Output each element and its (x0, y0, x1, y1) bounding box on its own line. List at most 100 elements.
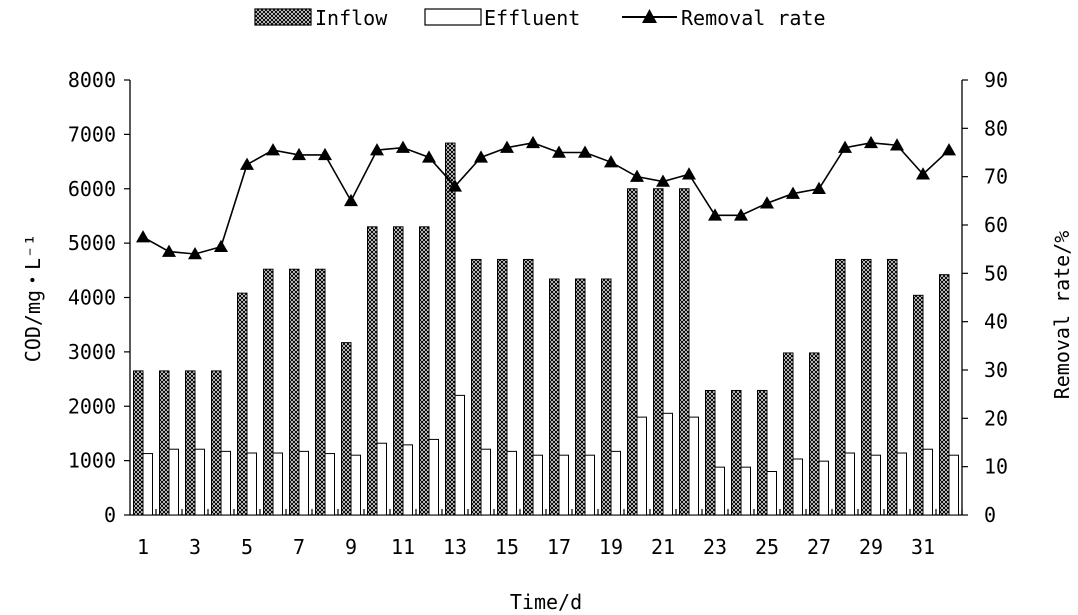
effluent-bar (454, 394, 465, 516)
removal-rate-point (266, 143, 280, 156)
effluent-bar (272, 452, 283, 516)
inflow-bar (887, 258, 898, 516)
effluent-bar (480, 448, 491, 516)
left-y-ticks: 0 1000 2000 3000 4000 5000 6000 7000 8000 (68, 68, 130, 527)
removal-rate-point (396, 140, 410, 153)
right-y-tick-label: 70 (984, 165, 1008, 189)
effluent-bar (714, 466, 725, 516)
inflow-bar (237, 292, 248, 516)
effluent-bar (922, 448, 933, 516)
x-axis-title: Time/d (510, 590, 582, 614)
inflow-bar (185, 370, 196, 516)
inflow-bar (913, 294, 924, 516)
removal-rate-series (136, 135, 956, 260)
x-tick-label: 1 (137, 535, 149, 559)
removal-rate-point (916, 167, 930, 180)
right-y-tick-label: 40 (984, 310, 1008, 334)
removal-rate-point (838, 140, 852, 153)
inflow-bar (289, 268, 300, 516)
inflow-bar (133, 370, 144, 516)
effluent-bar (376, 442, 387, 516)
x-tick-label: 27 (807, 535, 831, 559)
removal-rate-point (188, 247, 202, 260)
inflow-bar (315, 268, 326, 516)
left-y-tick-label: 3000 (68, 340, 116, 364)
inflow-bar (731, 389, 742, 516)
effluent-bar (818, 460, 829, 516)
inflow-bar (757, 389, 768, 516)
inflow-bar (861, 258, 872, 516)
removal-rate-point (552, 145, 566, 158)
effluent-bar (324, 453, 335, 516)
effluent-bar (610, 450, 621, 516)
inflow-bar (627, 188, 638, 516)
inflow-bar (367, 226, 378, 516)
removal-rate-point (760, 196, 774, 209)
right-y-tick-label: 60 (984, 213, 1008, 237)
effluent-bar (168, 448, 179, 516)
effluent-bar (740, 466, 751, 516)
removal-rate-point (786, 186, 800, 199)
effluent-bar (584, 454, 595, 516)
removal-rate-point (448, 179, 462, 192)
right-y-tick-label: 90 (984, 68, 1008, 92)
effluent-bar (194, 448, 205, 516)
effluent-bar (246, 452, 257, 516)
effluent-bar (220, 450, 231, 516)
x-tick-label: 21 (651, 535, 675, 559)
inflow-bar (263, 268, 274, 516)
removal-rate-point (240, 157, 254, 170)
inflow-bar (393, 226, 404, 516)
x-tick-label: 25 (755, 535, 779, 559)
x-tick-label: 29 (859, 535, 883, 559)
removal-rate-point (214, 239, 228, 252)
x-tick-label: 5 (241, 535, 253, 559)
effluent-bar (636, 416, 647, 516)
x-tick-label: 23 (703, 535, 727, 559)
removal-rate-point (734, 208, 748, 221)
inflow-bar (809, 352, 820, 516)
removal-rate-point (604, 155, 618, 168)
inflow-bar (211, 370, 222, 516)
removal-rate-point (344, 193, 358, 207)
effluent-bar (142, 453, 153, 516)
legend-swatch-effluent (424, 8, 482, 26)
right-y-tick-label: 30 (984, 358, 1008, 382)
removal-rate-point (942, 143, 956, 156)
right-y-axis-title: Removal rate/% (1050, 231, 1074, 400)
inflow-bar (497, 258, 508, 516)
inflow-bar (445, 142, 456, 516)
left-y-tick-label: 6000 (68, 177, 116, 201)
left-y-tick-label: 8000 (68, 68, 116, 92)
effluent-bar (870, 454, 881, 516)
right-y-ticks: 0 10 20 30 40 50 60 70 80 90 (962, 68, 1008, 527)
inflow-bar (523, 258, 534, 516)
effluent-bar (792, 458, 803, 516)
removal-rate-point (656, 174, 670, 187)
x-tick-label: 17 (547, 535, 571, 559)
inflow-bar (939, 274, 950, 516)
effluent-bar (688, 416, 699, 516)
left-y-tick-label: 4000 (68, 286, 116, 310)
inflow-bar (419, 226, 430, 516)
legend: Inflow Effluent Removal rate (254, 6, 826, 30)
effluent-bar (662, 412, 673, 516)
inflow-bar (341, 342, 352, 516)
x-tick-label: 3 (189, 535, 201, 559)
effluent-bar (350, 454, 361, 516)
removal-rate-point (890, 138, 904, 151)
left-y-tick-label: 5000 (68, 231, 116, 255)
x-tick-label: 19 (599, 535, 623, 559)
removal-rate-point (500, 140, 514, 153)
legend-label-inflow: Inflow (315, 6, 388, 30)
inflow-bar (783, 352, 794, 516)
removal-rate-point (578, 145, 592, 158)
right-y-tick-label: 0 (984, 503, 996, 527)
removal-rate-point (370, 143, 384, 156)
legend-swatch-inflow (254, 8, 312, 26)
removal-rate-point (136, 230, 150, 243)
removal-rate-point (318, 147, 332, 161)
legend-label-effluent: Effluent (484, 6, 580, 30)
inflow-bar (471, 258, 482, 516)
